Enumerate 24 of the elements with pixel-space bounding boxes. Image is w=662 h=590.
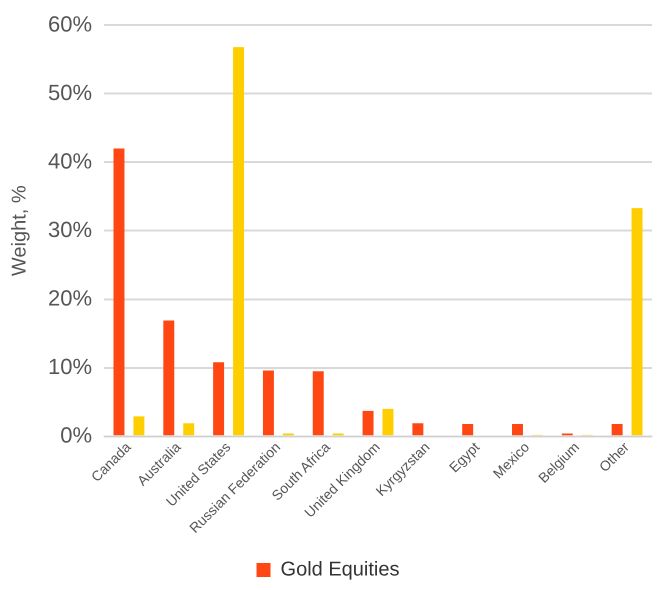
y-tick-label: 30% (48, 216, 92, 242)
y-tick-label: 60% (48, 11, 92, 36)
y-axis-title: Weight, % (8, 185, 31, 276)
bar (213, 362, 224, 436)
bar (412, 423, 424, 436)
y-tick-label: 50% (48, 80, 92, 105)
bar (163, 320, 174, 436)
bar (612, 424, 623, 436)
y-tick-label: 20% (48, 285, 92, 310)
y-tick-label: 0% (60, 422, 92, 448)
bar (262, 370, 274, 436)
bar (362, 410, 374, 436)
bar (183, 423, 194, 436)
legend-label: Gold Equities (280, 558, 400, 581)
bar (512, 424, 523, 436)
bar (462, 424, 474, 436)
bar (233, 47, 244, 436)
y-tick-label: 40% (48, 148, 92, 174)
bar (133, 416, 144, 436)
bar (632, 208, 643, 436)
bar (312, 371, 324, 436)
y-tick-label: 10% (48, 354, 92, 379)
bar (382, 408, 394, 436)
bar (113, 148, 124, 436)
